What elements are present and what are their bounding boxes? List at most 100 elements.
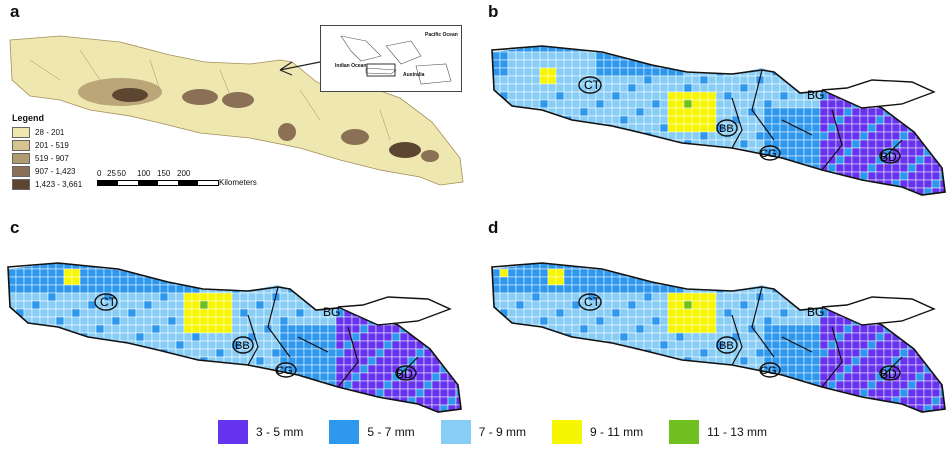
grid-cell — [111, 276, 121, 286]
grid-cell — [819, 263, 829, 270]
grid-cell — [135, 300, 145, 310]
grid-cell — [391, 388, 401, 398]
grid-cell — [836, 196, 844, 204]
grid-cell — [747, 187, 757, 195]
grid-cell — [531, 340, 541, 350]
grid-cell — [827, 123, 837, 133]
grid-cell — [215, 388, 225, 398]
grid-cell — [683, 292, 693, 302]
grid-cell — [787, 51, 797, 61]
region-label-bd-b: BD — [880, 150, 897, 164]
grid-cell — [271, 308, 281, 318]
grid-cell — [175, 308, 185, 318]
grid-cell — [715, 308, 725, 318]
grid-cell — [531, 139, 541, 149]
grid-cell — [939, 348, 945, 358]
grid-cell — [683, 107, 693, 117]
grid-cell — [907, 380, 917, 390]
grid-cell — [859, 276, 869, 286]
grid-cell — [191, 276, 201, 286]
grid-cell — [923, 348, 933, 358]
grid-cell — [675, 155, 685, 165]
grid-cell — [643, 380, 653, 390]
grid-cell — [651, 51, 661, 61]
grid-cell — [499, 340, 509, 350]
grid-cell — [563, 380, 573, 390]
grid-cell — [659, 187, 669, 195]
grid-cell — [635, 115, 645, 125]
grid-cell — [515, 75, 525, 85]
grid-cell — [747, 356, 757, 366]
grid-cell — [223, 324, 233, 334]
grid-cell — [611, 292, 621, 302]
grid-cell — [492, 155, 501, 165]
grid-cell — [803, 372, 813, 382]
grid-cell — [827, 316, 837, 326]
elevation-legend-label: 907 - 1,423 — [35, 167, 76, 176]
grid-cell — [231, 292, 241, 302]
grid-cell — [611, 179, 621, 189]
grid-cell — [747, 115, 757, 125]
grid-cell — [763, 316, 773, 326]
grid-cell — [439, 332, 449, 342]
grid-cell — [915, 51, 925, 61]
grid-cell — [915, 380, 925, 390]
grid-cell — [71, 276, 81, 286]
grid-cell — [279, 268, 289, 278]
grid-cell — [515, 91, 525, 101]
grid-cell — [731, 268, 741, 278]
grid-cell — [531, 115, 541, 125]
grid-cell — [715, 268, 725, 278]
grid-cell — [611, 59, 621, 69]
grid-cell — [747, 83, 757, 93]
grid-cell — [531, 179, 541, 189]
grid-cell — [627, 131, 637, 141]
grid-cell — [55, 332, 65, 342]
grid-cell — [215, 372, 225, 382]
grid-cell — [31, 372, 41, 382]
grid-cell — [627, 292, 637, 302]
grid-cell — [779, 139, 789, 149]
grid-cell — [731, 404, 741, 412]
grid-cell — [39, 404, 49, 412]
grid-cell — [635, 147, 645, 157]
grid-cell — [707, 268, 717, 278]
grid-cell — [31, 404, 41, 412]
grid-cell — [707, 179, 717, 189]
grid-cell — [539, 340, 549, 350]
grid-cell — [127, 300, 137, 310]
grid-cell — [223, 332, 233, 342]
grid-cell — [651, 324, 661, 334]
grid-cell — [63, 340, 73, 350]
grid-cell — [32, 413, 40, 421]
grid-cell — [611, 171, 621, 181]
grid-cell — [531, 356, 541, 366]
grid-cell — [691, 372, 701, 382]
grid-cell — [803, 75, 813, 85]
grid-cell — [779, 340, 789, 350]
grid-cell — [539, 115, 549, 125]
grid-cell — [523, 308, 533, 318]
grid-cell — [771, 163, 781, 173]
grid-cell — [492, 163, 501, 173]
grid-cell — [367, 332, 377, 342]
grid-cell — [151, 324, 161, 334]
grid-cell — [571, 155, 581, 165]
grid-cell — [795, 276, 805, 286]
grid-cell — [691, 316, 701, 326]
grid-cell — [191, 292, 201, 302]
region-label-bb-d: BB — [719, 340, 734, 352]
grid-cell — [391, 268, 401, 278]
grid-cell — [587, 187, 597, 195]
grid-cell — [611, 276, 621, 286]
grid-cell — [103, 372, 113, 382]
grid-cell — [595, 316, 605, 326]
grid-cell — [643, 316, 653, 326]
grid-cell — [651, 107, 661, 117]
grid-cell — [779, 263, 789, 270]
grid-cell — [151, 308, 161, 318]
grid-cell — [787, 348, 797, 358]
grid-cell — [571, 131, 581, 141]
grid-cell — [547, 171, 557, 181]
grid-cell — [755, 308, 765, 318]
